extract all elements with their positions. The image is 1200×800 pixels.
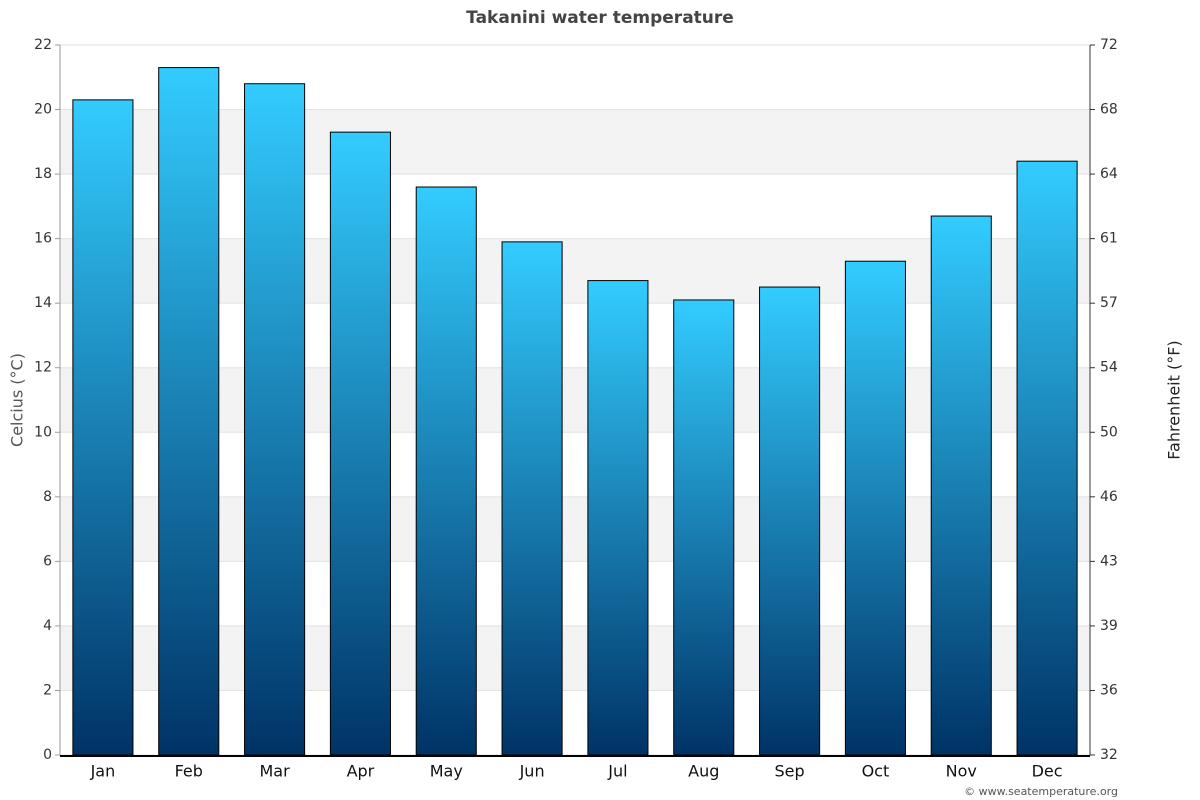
y2-tick-label: 64 [1100, 166, 1118, 182]
y2-tick-label: 32 [1100, 747, 1118, 763]
x-tick-label: Sep [775, 762, 805, 781]
y-tick-label: 18 [34, 166, 52, 182]
bar [1016, 160, 1078, 756]
bar [673, 299, 735, 756]
x-tick-label: Dec [1032, 762, 1063, 781]
credit: © www.seatemperature.org [964, 785, 1118, 798]
grid-band [60, 496, 1090, 562]
y2-axis-label: Fahrenheit (°F) [1165, 340, 1184, 459]
y2-tick-label: 54 [1100, 360, 1118, 376]
x-tick-label: May [430, 762, 463, 781]
x-tick-label: Jul [607, 762, 627, 781]
x-tick-label: Jan [90, 762, 116, 781]
y2-tick-label: 39 [1100, 618, 1118, 634]
y2-tick-label: 50 [1100, 424, 1118, 440]
y-tick-label: 8 [43, 489, 52, 505]
bar [930, 215, 992, 756]
bar [844, 260, 906, 756]
y2-tick-label: 72 [1100, 37, 1118, 53]
bar [329, 131, 391, 756]
x-tick-label: Aug [688, 762, 719, 781]
y2-tick-label: 68 [1100, 102, 1118, 118]
y-tick-label: 6 [43, 553, 52, 569]
y-tick-label: 20 [34, 102, 52, 118]
y2-tick-label: 57 [1100, 295, 1118, 311]
x-tick-label: Apr [347, 762, 375, 781]
bar [587, 280, 649, 756]
bar [759, 286, 821, 756]
y2-tick-label: 43 [1100, 553, 1118, 569]
y2-tick-label: 61 [1100, 231, 1118, 247]
x-tick-label: Oct [862, 762, 890, 781]
x-tick-label: Jun [519, 762, 545, 781]
y-tick-label: 0 [43, 747, 52, 763]
x-tick-label: Nov [946, 762, 977, 781]
y-tick-label: 12 [34, 360, 52, 376]
bar [72, 99, 134, 756]
x-tick-label: Mar [259, 762, 290, 781]
y-tick-label: 16 [34, 231, 52, 247]
y2-tick-label: 46 [1100, 489, 1118, 505]
y-tick-label: 22 [34, 37, 52, 53]
y-axis-label: Celcius (°C) [8, 353, 27, 447]
bar [158, 67, 220, 756]
grid-band [60, 367, 1090, 433]
bar [501, 241, 563, 756]
grid-band [60, 625, 1090, 691]
y2-tick-label: 36 [1100, 682, 1118, 698]
grid-band [60, 109, 1090, 175]
y-tick-label: 2 [43, 682, 52, 698]
chart-title: Takanini water temperature [466, 8, 734, 28]
bar [415, 186, 477, 756]
y-tick-label: 10 [34, 424, 52, 440]
y-tick-label: 4 [43, 618, 52, 634]
y-tick-label: 14 [34, 295, 52, 311]
x-tick-label: Feb [175, 762, 203, 781]
grid-band [60, 238, 1090, 304]
bar [244, 83, 306, 756]
